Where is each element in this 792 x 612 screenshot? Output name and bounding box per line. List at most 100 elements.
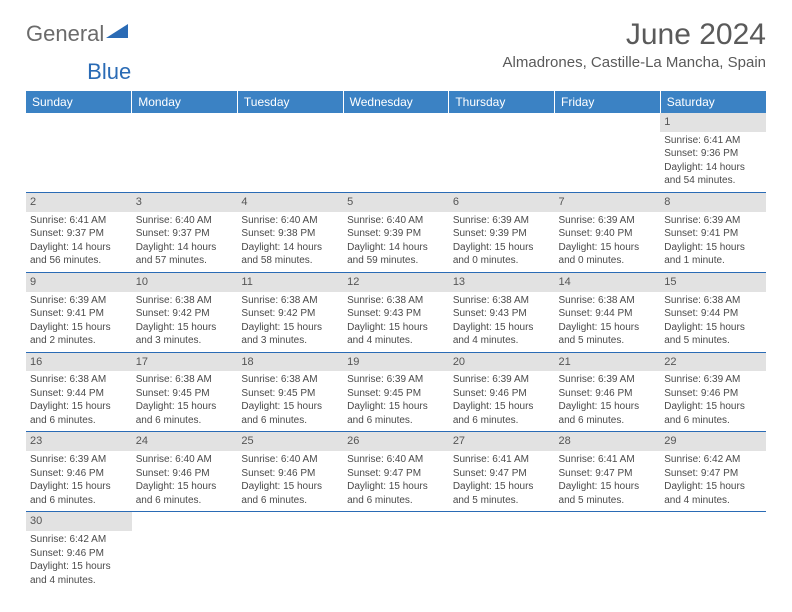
header-right: June 2024 Almadrones, Castille-La Mancha… [503,18,766,71]
sunrise-text: Sunrise: 6:40 AM [347,214,445,228]
sunrise-text: Sunrise: 6:39 AM [30,294,128,308]
sunset-text: Sunset: 9:44 PM [30,387,128,401]
day-number: 26 [343,432,449,451]
sunrise-text: Sunrise: 6:40 AM [241,453,339,467]
day-body: Sunrise: 6:38 AMSunset: 9:44 PMDaylight:… [660,292,766,352]
calendar-table: Sunday Monday Tuesday Wednesday Thursday… [26,91,766,591]
sunset-text: Sunset: 9:45 PM [347,387,445,401]
daylight-text: Daylight: 15 hours and 6 minutes. [347,480,445,507]
day-number: 16 [26,353,132,372]
weekday-header: Saturday [660,91,766,113]
sunrise-text: Sunrise: 6:39 AM [559,373,657,387]
calendar-cell [555,512,661,591]
day-number: 28 [555,432,661,451]
sunset-text: Sunset: 9:43 PM [453,307,551,321]
calendar-cell [26,113,132,192]
sunrise-text: Sunrise: 6:39 AM [559,214,657,228]
sunset-text: Sunset: 9:46 PM [664,387,762,401]
calendar-cell [132,113,238,192]
day-number: 1 [660,113,766,132]
sunset-text: Sunset: 9:47 PM [347,467,445,481]
day-body: Sunrise: 6:42 AMSunset: 9:46 PMDaylight:… [26,531,132,591]
calendar-cell [237,113,343,192]
day-body: Sunrise: 6:39 AMSunset: 9:46 PMDaylight:… [660,371,766,431]
logo: General [26,18,128,50]
day-body: Sunrise: 6:40 AMSunset: 9:37 PMDaylight:… [132,212,238,272]
sunrise-text: Sunrise: 6:40 AM [136,453,234,467]
sunrise-text: Sunrise: 6:38 AM [136,373,234,387]
sunrise-text: Sunrise: 6:39 AM [664,214,762,228]
sunrise-text: Sunrise: 6:38 AM [241,294,339,308]
calendar-cell: 16Sunrise: 6:38 AMSunset: 9:44 PMDayligh… [26,352,132,432]
sunrise-text: Sunrise: 6:38 AM [453,294,551,308]
calendar-head: Sunday Monday Tuesday Wednesday Thursday… [26,91,766,113]
calendar-cell: 15Sunrise: 6:38 AMSunset: 9:44 PMDayligh… [660,272,766,352]
day-body: Sunrise: 6:39 AMSunset: 9:40 PMDaylight:… [555,212,661,272]
day-body: Sunrise: 6:38 AMSunset: 9:43 PMDaylight:… [449,292,555,352]
day-body: Sunrise: 6:38 AMSunset: 9:43 PMDaylight:… [343,292,449,352]
daylight-text: Daylight: 15 hours and 4 minutes. [664,480,762,507]
day-number: 20 [449,353,555,372]
sunset-text: Sunset: 9:44 PM [664,307,762,321]
calendar-cell: 26Sunrise: 6:40 AMSunset: 9:47 PMDayligh… [343,432,449,512]
daylight-text: Daylight: 15 hours and 6 minutes. [136,480,234,507]
daylight-text: Daylight: 15 hours and 0 minutes. [559,241,657,268]
calendar-cell: 28Sunrise: 6:41 AMSunset: 9:47 PMDayligh… [555,432,661,512]
calendar-cell: 27Sunrise: 6:41 AMSunset: 9:47 PMDayligh… [449,432,555,512]
calendar-cell: 10Sunrise: 6:38 AMSunset: 9:42 PMDayligh… [132,272,238,352]
daylight-text: Daylight: 15 hours and 5 minutes. [559,480,657,507]
calendar-cell: 17Sunrise: 6:38 AMSunset: 9:45 PMDayligh… [132,352,238,432]
day-body: Sunrise: 6:38 AMSunset: 9:42 PMDaylight:… [132,292,238,352]
sunrise-text: Sunrise: 6:40 AM [136,214,234,228]
daylight-text: Daylight: 15 hours and 6 minutes. [664,400,762,427]
logo-text-gray: General [26,21,104,47]
calendar-cell [343,113,449,192]
calendar-cell: 2Sunrise: 6:41 AMSunset: 9:37 PMDaylight… [26,192,132,272]
daylight-text: Daylight: 15 hours and 4 minutes. [30,560,128,587]
day-body: Sunrise: 6:38 AMSunset: 9:42 PMDaylight:… [237,292,343,352]
location-text: Almadrones, Castille-La Mancha, Spain [503,54,766,71]
calendar-cell: 18Sunrise: 6:38 AMSunset: 9:45 PMDayligh… [237,352,343,432]
daylight-text: Daylight: 15 hours and 4 minutes. [453,321,551,348]
calendar-cell: 19Sunrise: 6:39 AMSunset: 9:45 PMDayligh… [343,352,449,432]
calendar-cell [449,113,555,192]
sunrise-text: Sunrise: 6:39 AM [453,373,551,387]
sunset-text: Sunset: 9:46 PM [136,467,234,481]
calendar-cell: 9Sunrise: 6:39 AMSunset: 9:41 PMDaylight… [26,272,132,352]
daylight-text: Daylight: 15 hours and 6 minutes. [30,400,128,427]
day-number: 24 [132,432,238,451]
day-number: 10 [132,273,238,292]
sunset-text: Sunset: 9:43 PM [347,307,445,321]
sunset-text: Sunset: 9:47 PM [559,467,657,481]
weekday-header: Sunday [26,91,132,113]
day-body: Sunrise: 6:40 AMSunset: 9:38 PMDaylight:… [237,212,343,272]
day-number: 6 [449,193,555,212]
calendar-cell: 20Sunrise: 6:39 AMSunset: 9:46 PMDayligh… [449,352,555,432]
day-number: 5 [343,193,449,212]
sunset-text: Sunset: 9:39 PM [453,227,551,241]
day-number: 8 [660,193,766,212]
daylight-text: Daylight: 15 hours and 6 minutes. [30,480,128,507]
sunrise-text: Sunrise: 6:41 AM [453,453,551,467]
day-body: Sunrise: 6:40 AMSunset: 9:39 PMDaylight:… [343,212,449,272]
day-number: 14 [555,273,661,292]
day-body: Sunrise: 6:42 AMSunset: 9:47 PMDaylight:… [660,451,766,511]
calendar-cell [660,512,766,591]
day-number: 21 [555,353,661,372]
daylight-text: Daylight: 15 hours and 6 minutes. [241,400,339,427]
calendar-cell: 7Sunrise: 6:39 AMSunset: 9:40 PMDaylight… [555,192,661,272]
weekday-header: Friday [555,91,661,113]
calendar-cell: 3Sunrise: 6:40 AMSunset: 9:37 PMDaylight… [132,192,238,272]
calendar-cell: 6Sunrise: 6:39 AMSunset: 9:39 PMDaylight… [449,192,555,272]
sunset-text: Sunset: 9:46 PM [559,387,657,401]
sunrise-text: Sunrise: 6:42 AM [664,453,762,467]
calendar-cell: 21Sunrise: 6:39 AMSunset: 9:46 PMDayligh… [555,352,661,432]
day-body: Sunrise: 6:39 AMSunset: 9:41 PMDaylight:… [26,292,132,352]
day-number: 2 [26,193,132,212]
day-number: 23 [26,432,132,451]
calendar-body: 1Sunrise: 6:41 AMSunset: 9:36 PMDaylight… [26,113,766,591]
daylight-text: Daylight: 14 hours and 58 minutes. [241,241,339,268]
day-body: Sunrise: 6:38 AMSunset: 9:44 PMDaylight:… [555,292,661,352]
calendar-cell: 24 Sunrise: 6:40 AMSunset: 9:46 PMDayligh… [132,432,238,512]
sunset-text: Sunset: 9:46 PM [241,467,339,481]
